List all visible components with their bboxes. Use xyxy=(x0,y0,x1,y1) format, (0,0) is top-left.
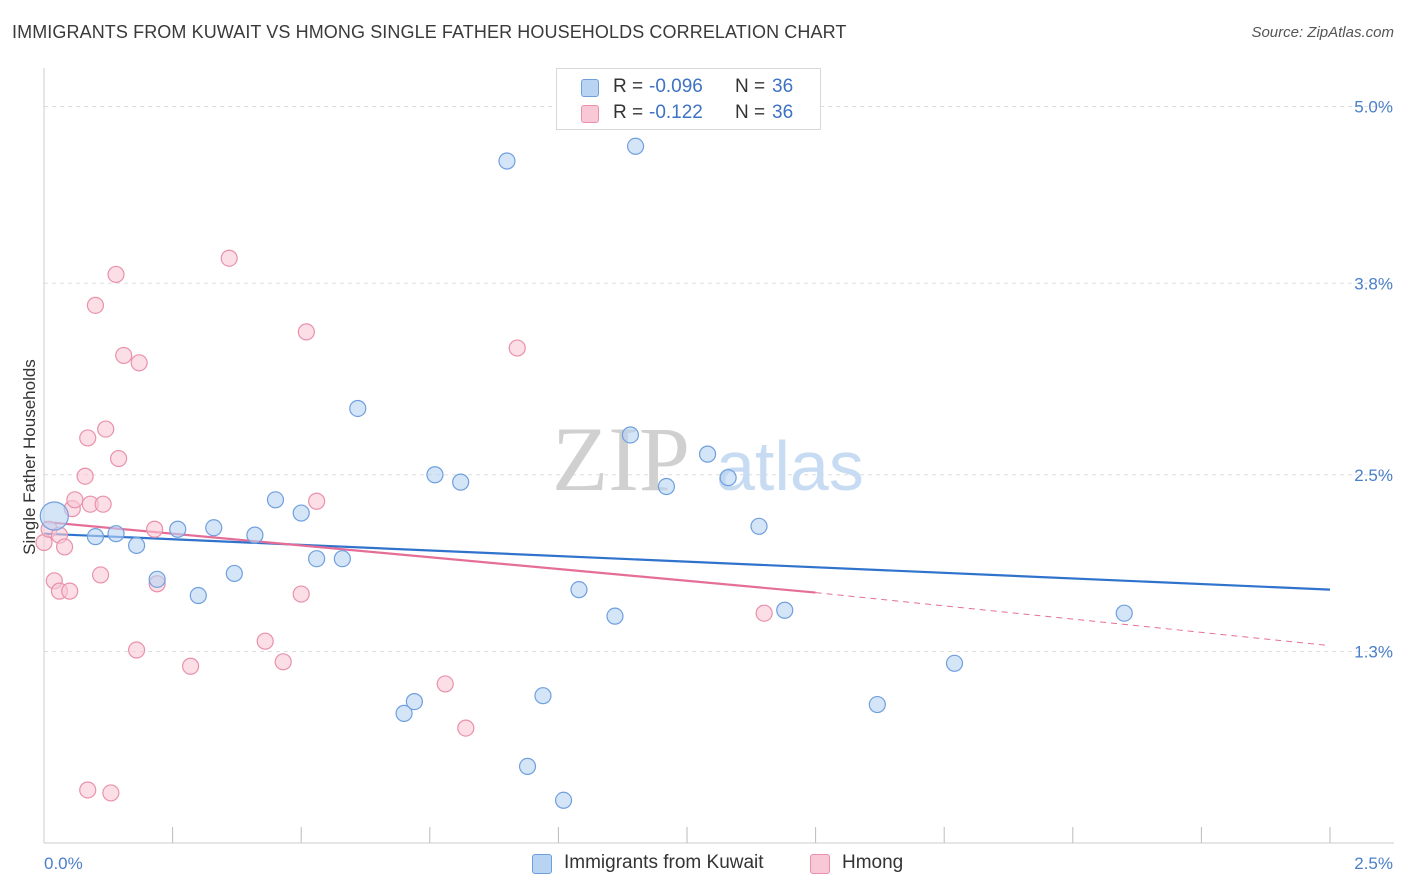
legend-n-label: N = xyxy=(735,76,766,97)
point-hmong xyxy=(55,538,74,556)
point-kuwait xyxy=(868,695,886,714)
point-hmong xyxy=(145,520,164,538)
point-kuwait xyxy=(333,550,351,568)
point-hmong xyxy=(86,296,105,314)
point-hmong xyxy=(508,339,526,357)
bottom-legend-label-kuwait: Immigrants from Kuwait xyxy=(564,852,764,873)
point-kuwait xyxy=(349,399,367,418)
point-hmong xyxy=(457,719,475,737)
y-tick-label: 3.8% xyxy=(1354,274,1393,293)
point-kuwait xyxy=(169,520,187,538)
point-kuwait xyxy=(127,536,146,555)
x-tick-label: 0.0% xyxy=(44,854,83,873)
legend-n-label: N = xyxy=(735,102,766,123)
point-hmong xyxy=(91,566,110,584)
trend-line-extension-hmong xyxy=(815,592,1331,647)
point-hmong xyxy=(308,492,326,510)
bottom-legend-swatch-kuwait xyxy=(532,854,552,874)
point-hmong xyxy=(66,491,84,509)
point-hmong xyxy=(94,495,112,513)
y-axis-label: Single Father Households xyxy=(20,359,39,555)
legend-r-value: -0.122 xyxy=(649,102,703,123)
point-kuwait xyxy=(148,570,166,588)
point-hmong xyxy=(61,582,79,600)
point-hmong xyxy=(97,420,115,438)
legend-n-value: 36 xyxy=(772,76,794,97)
point-hmong xyxy=(256,632,274,650)
point-kuwait xyxy=(1115,604,1133,622)
x-tick-label: 2.5% xyxy=(1354,854,1393,873)
point-hmong xyxy=(436,675,454,693)
point-hmong xyxy=(79,429,97,447)
legend-swatch-hmong xyxy=(581,105,599,123)
point-kuwait xyxy=(750,517,768,535)
point-hmong xyxy=(274,653,292,671)
data-points xyxy=(35,137,1133,809)
legend-r-label: R = xyxy=(613,102,644,123)
y-tick-label: 5.0% xyxy=(1354,98,1393,117)
point-kuwait xyxy=(518,757,537,776)
point-hmong xyxy=(755,604,773,622)
trend-lines xyxy=(43,520,1331,647)
point-kuwait xyxy=(945,654,964,672)
point-kuwait xyxy=(426,466,444,484)
point-kuwait xyxy=(246,526,264,544)
point-kuwait xyxy=(698,445,717,463)
legend-r-value: -0.096 xyxy=(649,76,703,97)
watermark: ZIP atlas xyxy=(552,408,864,510)
legend-r-label: R = xyxy=(613,76,644,97)
point-hmong xyxy=(79,781,97,799)
point-hmong xyxy=(76,467,94,485)
point-kuwait xyxy=(225,564,243,583)
point-hmong xyxy=(107,265,125,284)
source-credit: Source: ZipAtlas.com xyxy=(1251,24,1394,41)
bottom-legend-swatch-hmong xyxy=(810,854,830,874)
point-hmong xyxy=(109,449,128,468)
watermark-atlas: atlas xyxy=(716,427,864,505)
point-kuwait xyxy=(405,692,423,711)
point-kuwait xyxy=(719,469,737,487)
point-hmong xyxy=(292,585,310,603)
point-hmong xyxy=(220,249,238,267)
point-hmong xyxy=(130,354,148,372)
point-hmong xyxy=(182,657,200,675)
point-kuwait xyxy=(534,687,552,705)
point-kuwait xyxy=(266,491,285,509)
point-hmong xyxy=(297,323,315,341)
point-kuwait xyxy=(189,586,207,605)
point-kuwait xyxy=(86,528,105,546)
point-kuwait xyxy=(570,581,588,599)
point-kuwait xyxy=(776,601,794,619)
bottom-legend-label-hmong: Hmong xyxy=(842,852,904,873)
watermark-zip: ZIP xyxy=(552,408,690,510)
tick-labels: 5.0% 3.8% 2.5% 1.3% 0.0% 2.5% xyxy=(44,98,1393,874)
point-kuwait xyxy=(308,550,326,568)
correlation-legend: R = -0.096 N = 36 R = -0.122 N = 36 xyxy=(556,68,821,130)
point-kuwait xyxy=(498,152,516,170)
point-kuwait xyxy=(395,704,413,722)
legend-swatch-kuwait xyxy=(581,79,599,97)
axes xyxy=(43,68,1394,844)
point-hmong xyxy=(115,346,133,365)
point-hmong xyxy=(127,641,146,659)
y-tick-label: 1.3% xyxy=(1354,643,1393,662)
point-hmong xyxy=(102,784,120,802)
point-kuwait xyxy=(292,504,310,522)
y-tick-label: 2.5% xyxy=(1354,466,1393,485)
point-kuwait xyxy=(554,791,573,809)
point-kuwait xyxy=(452,473,470,491)
legend-n-value: 36 xyxy=(772,102,794,123)
point-kuwait xyxy=(107,525,125,543)
point-kuwait xyxy=(621,426,640,444)
point-kuwait xyxy=(39,501,69,531)
point-kuwait xyxy=(606,607,624,625)
point-kuwait xyxy=(205,519,223,537)
point-kuwait xyxy=(626,137,645,155)
point-kuwait xyxy=(657,477,676,496)
chart-title: IMMIGRANTS FROM KUWAIT VS HMONG SINGLE F… xyxy=(12,22,847,42)
